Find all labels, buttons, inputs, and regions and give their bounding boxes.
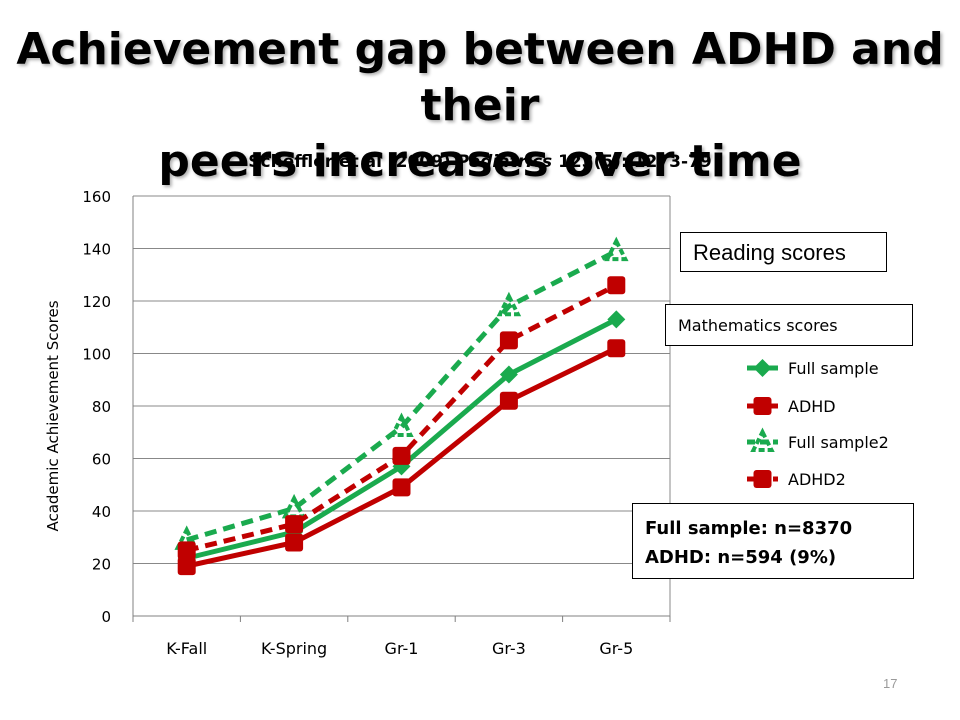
point-full-sample2-gr-3-shape [496,291,522,317]
legend-entry-full-sample: Full sample [747,359,879,378]
point-full-sample2-gr-5-shape [604,236,629,262]
mathematics-scores-label: Mathematics scores [665,304,913,346]
point-adhd-gr-1 [392,478,411,497]
legend-label-adhd2: ADHD2 [788,470,846,489]
citation-volume: 123(5): 1273-79 [552,152,712,172]
legend-marker-full-sample2-shape [750,427,775,452]
point-adhd2-k-spring [285,515,304,534]
legend-marker-adhd2 [753,470,772,488]
point-adhd-gr-3 [499,391,518,410]
point-full-sample-gr-5 [607,310,626,329]
full-sample-size: Full sample: n=8370 [645,518,853,539]
point-adhd2-gr-3 [499,331,518,350]
y-tick-label-80: 80 [92,398,111,416]
y-tick-label-20: 20 [92,556,111,574]
point-adhd-k-spring [285,533,304,552]
x-tick-label-gr-1: Gr-1 [385,639,419,658]
x-tick-label-gr-5: Gr-5 [599,639,633,658]
y-tick-label-100: 100 [82,346,111,364]
citation-journal: Pediatrics [456,152,553,172]
sample-size-box: Full sample: n=8370 ADHD: n=594 (9%) [632,503,914,579]
x-tick-label-k-spring: K-Spring [261,639,327,658]
point-adhd2-gr-5 [607,276,626,295]
legend-label-adhd: ADHD [788,397,836,416]
series-full-sample [177,310,626,568]
x-tick-label-gr-3: Gr-3 [492,639,526,658]
y-tick-label-40: 40 [92,503,111,521]
legend-marker-full-sample [753,359,772,377]
y-tick-label-60: 60 [92,451,111,469]
reading-scores-label: Reading scores [680,232,887,272]
legend-label-full-sample2: Full sample2 [788,433,889,452]
title-line-1: Achievement gap between ADHD and their [16,24,944,131]
page-number: 17 [883,676,898,691]
point-full-sample2-gr-3 [496,291,522,317]
legend-label-full-sample: Full sample [788,359,879,378]
legend-marker-full-sample2 [750,427,775,452]
series-full-sample2 [174,236,629,550]
point-adhd2-k-fall [177,541,196,560]
point-full-sample2-gr-1 [389,412,414,437]
series-adhd2 [177,276,626,560]
y-tick-label-160: 160 [82,188,111,206]
citation-authors: Scheffler et al (2009) [248,152,457,172]
x-tick-label-k-fall: K-Fall [166,639,207,658]
point-adhd-k-fall [177,557,196,576]
slide-title: Achievement gap between ADHD and their p… [0,22,960,190]
point-full-sample2-gr-1-shape [389,412,414,437]
point-full-sample-gr-3 [499,365,518,384]
chart-citation: Scheffler et al (2009) Pediatrics 123(5)… [0,152,960,172]
point-full-sample2-gr-5 [604,236,629,262]
legend-entry-adhd: ADHD [747,397,836,416]
adhd-sample-size: ADHD: n=594 (9%) [645,547,837,568]
legend-marker-adhd [753,397,772,415]
point-adhd-gr-5 [607,339,626,358]
y-tick-label-0: 0 [101,608,111,626]
y-tick-label-140: 140 [82,241,111,259]
series-line-full-sample2 [185,248,618,543]
y-axis-title: Academic Achievement Scores [44,300,62,531]
legend-entry-full-sample2: Full sample2 [747,427,889,452]
point-adhd2-gr-1 [392,446,411,465]
y-tick-label-120: 120 [82,293,111,311]
series-adhd [177,339,626,576]
legend-entry-adhd2: ADHD2 [747,470,846,489]
title-line-2: peers increases over time [158,136,802,187]
